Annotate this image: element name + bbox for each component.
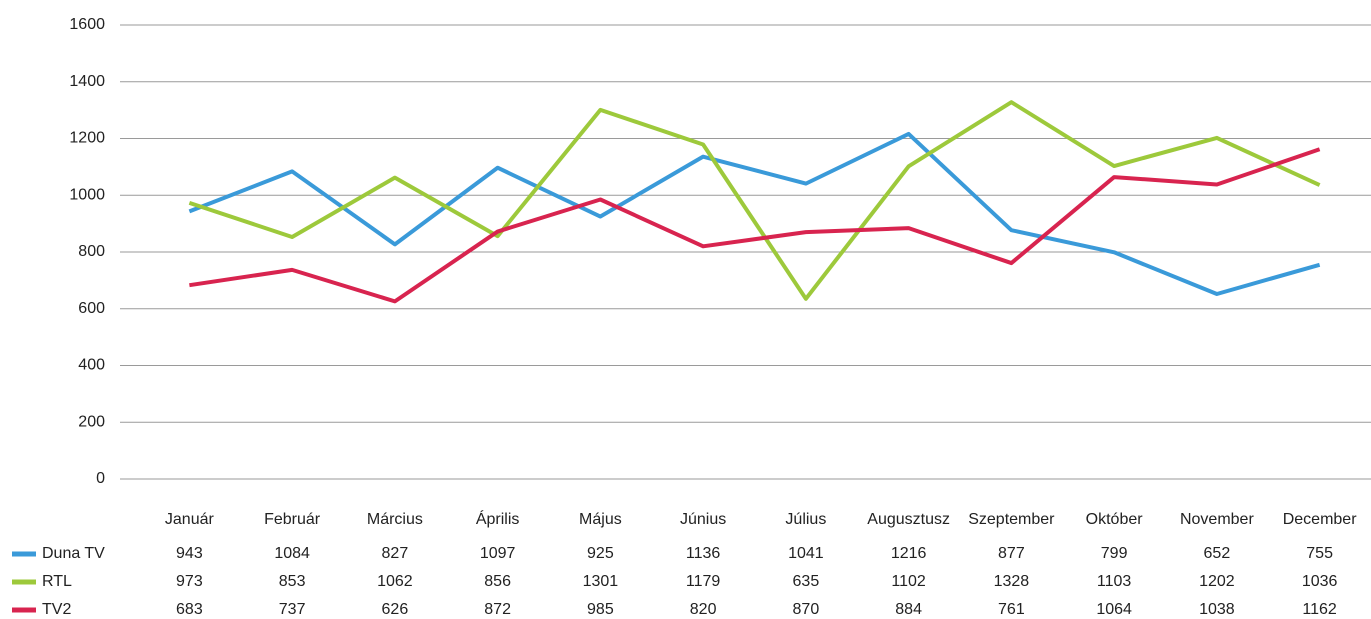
- table-value: 1097: [480, 545, 516, 562]
- table-value: 877: [998, 545, 1025, 562]
- table-value: 1062: [377, 573, 413, 590]
- table-value: 925: [587, 545, 614, 562]
- table-value: 1216: [891, 545, 927, 562]
- table-value: 985: [587, 601, 614, 618]
- x-tick-label: Február: [264, 511, 321, 528]
- x-tick-label: Április: [476, 509, 520, 528]
- x-tick-label: November: [1180, 511, 1254, 528]
- table-value: 1103: [1097, 573, 1132, 590]
- x-tick-label: December: [1283, 511, 1357, 528]
- legend-label: TV2: [42, 601, 71, 618]
- table-value: 943: [176, 545, 203, 562]
- series-line: [189, 147, 1321, 304]
- x-tick-label: Június: [680, 511, 726, 528]
- table-value: 799: [1101, 545, 1128, 562]
- table-value: 1102: [891, 573, 926, 590]
- table-value: 1064: [1096, 601, 1132, 618]
- x-tick-label: Március: [367, 511, 423, 528]
- series-line: [188, 131, 1321, 296]
- legend-label: Duna TV: [42, 545, 105, 562]
- table-value: 1084: [274, 545, 310, 562]
- table-value: 1301: [583, 573, 619, 590]
- table-value: 973: [176, 573, 203, 590]
- y-tick-label: 600: [78, 300, 105, 317]
- y-tick-label: 1400: [69, 73, 105, 90]
- table-value: 853: [279, 573, 306, 590]
- legend-label: RTL: [42, 573, 72, 590]
- y-tick-label: 1600: [69, 16, 105, 33]
- table-value: 737: [279, 601, 306, 618]
- legend-swatch: [12, 579, 36, 585]
- table-value: 870: [793, 601, 820, 618]
- table-value: 1162: [1302, 601, 1337, 618]
- table-value: 761: [998, 601, 1025, 618]
- table-value: 856: [484, 573, 511, 590]
- x-tick-label: Január: [165, 511, 215, 528]
- y-tick-label: 1000: [69, 186, 105, 203]
- table-value: 683: [176, 601, 203, 618]
- table-value: 820: [690, 601, 717, 618]
- table-value: 1202: [1199, 573, 1235, 590]
- x-tick-label: Augusztusz: [867, 511, 950, 528]
- table-value: 884: [895, 601, 922, 618]
- table-value: 1036: [1302, 573, 1338, 590]
- x-tick-label: Szeptember: [968, 511, 1055, 528]
- y-tick-label: 800: [78, 243, 105, 260]
- table-value: 827: [382, 545, 409, 562]
- table-value: 635: [793, 573, 820, 590]
- x-tick-label: Október: [1086, 511, 1144, 528]
- legend-swatch: [12, 607, 36, 613]
- table-value: 755: [1306, 545, 1333, 562]
- table-value: 1179: [686, 573, 721, 590]
- y-tick-label: 1200: [69, 130, 105, 147]
- legend-swatch: [12, 551, 36, 557]
- table-value: 1041: [788, 545, 824, 562]
- y-tick-label: 400: [78, 357, 105, 374]
- x-tick-label: Július: [785, 511, 826, 528]
- table-value: 1038: [1199, 601, 1235, 618]
- series-line: [188, 100, 1321, 301]
- y-tick-label: 200: [78, 413, 105, 430]
- table-value: 1328: [994, 573, 1030, 590]
- table-value: 1136: [686, 545, 721, 562]
- y-tick-label: 0: [96, 470, 105, 487]
- table-value: 872: [484, 601, 511, 618]
- table-value: 652: [1204, 545, 1231, 562]
- table-value: 626: [382, 601, 409, 618]
- x-tick-label: Május: [579, 511, 622, 528]
